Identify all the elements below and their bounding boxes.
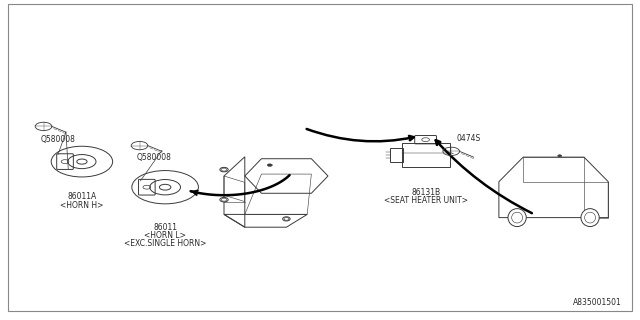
Text: 86131B: 86131B <box>411 188 440 197</box>
Ellipse shape <box>220 197 228 202</box>
Bar <box>390 148 403 163</box>
Circle shape <box>268 164 273 166</box>
Ellipse shape <box>220 167 228 172</box>
Ellipse shape <box>283 217 290 221</box>
Text: <HORN H>: <HORN H> <box>60 201 104 210</box>
Text: <HORN L>: <HORN L> <box>144 231 186 240</box>
Text: 86011: 86011 <box>153 223 177 232</box>
Text: 86011A: 86011A <box>67 192 97 201</box>
Ellipse shape <box>581 209 599 227</box>
Text: <SEAT HEATER UNIT>: <SEAT HEATER UNIT> <box>383 196 468 205</box>
Ellipse shape <box>508 209 526 227</box>
Circle shape <box>558 155 562 157</box>
Text: 0474S: 0474S <box>456 134 481 143</box>
Text: A835001501: A835001501 <box>573 298 622 307</box>
Bar <box>402 143 450 167</box>
Text: Q580008: Q580008 <box>40 135 75 144</box>
Text: Q580008: Q580008 <box>136 153 171 162</box>
Text: <EXC.SINGLE HORN>: <EXC.SINGLE HORN> <box>124 239 206 248</box>
